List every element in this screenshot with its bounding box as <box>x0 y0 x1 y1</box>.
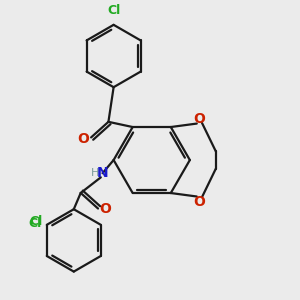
Text: O: O <box>193 112 205 126</box>
Text: O: O <box>99 202 111 215</box>
Text: H: H <box>90 168 99 178</box>
Text: N: N <box>97 166 108 180</box>
Text: Cl: Cl <box>107 4 120 17</box>
Text: O: O <box>193 195 205 209</box>
Text: Cl: Cl <box>28 217 41 230</box>
Text: O: O <box>77 132 89 146</box>
Text: Cl: Cl <box>30 215 43 228</box>
